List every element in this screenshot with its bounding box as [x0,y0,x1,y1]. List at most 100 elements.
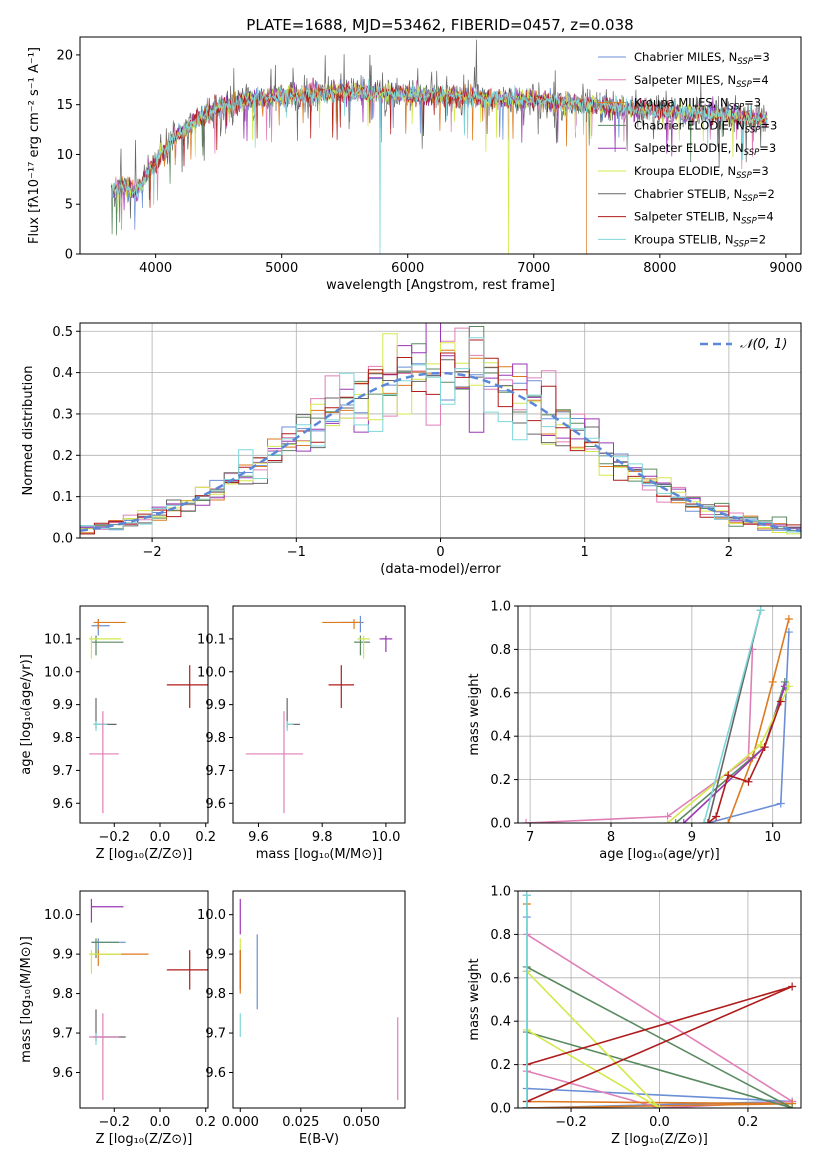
plot-area [245,615,393,814]
x-tick-label: 4000 [139,261,172,276]
legend-entry-text: Chabrier STELIB, N [634,187,742,201]
errorbar-point [245,711,304,814]
legend-entry: Salpeter STELIB, NSSP=4 [634,210,774,227]
y-tick-label: 9.9 [205,698,226,713]
plus-marker [768,677,777,686]
legend-entry-count: =3 [752,164,769,178]
errorbar-point [89,950,122,974]
errorbar-point [357,635,370,659]
plus-marker [744,777,753,786]
legend-entry: Chabrier MILES, NSSP=3 [634,50,770,67]
legend-entry-subscript: SSP [734,239,750,249]
x-tick-label: 0.2 [195,1115,216,1130]
y-tick-label: 0.4 [490,1015,511,1030]
x-axis-label: wavelength [Angstrom, rest frame] [326,278,555,293]
age-vs-metallicity-panel: −0.2 0.0 0.2 9.6 9.7 9.8 9.9 10.0 10.1 Z [log₁₀(Z… [19,605,216,862]
errorbar-point [91,938,119,959]
y-tick-label: 9.9 [205,948,226,963]
errorbar-point [379,635,393,653]
y-axis-label: Flux [fλ10⁻¹⁷ erg cm⁻² s⁻¹ A⁻¹] [27,47,42,244]
x-tick-label: 8 [607,830,615,845]
plot-area [522,891,797,1108]
legend-entry-count: =3 [744,96,761,110]
spectrum-line-kroupa-stelib [111,78,768,254]
plot-area [111,39,768,254]
legend-entry-count: =3 [753,50,770,64]
x-tick-label: 0.0 [649,1115,670,1130]
y-tick-label: 0.0 [52,532,73,547]
plus-marker [655,1104,664,1108]
legend-entry-text: Kroupa STELIB, N [634,232,734,246]
y-tick-label: 0.2 [52,449,73,464]
y-tick-label: 10.0 [197,665,226,680]
y-tick-label: 9.6 [52,797,73,812]
legend-entry-count: =2 [749,232,766,246]
errorbar-point [93,698,117,728]
plus-marker [776,799,785,808]
y-tick-label: 9.7 [205,1027,226,1042]
x-axis-label: Z [log₁₀(Z/Z⊙)] [611,1132,708,1147]
legend-entry-text: Chabrier MILES, N [634,50,737,64]
legend-entry: Kroupa STELIB, NSSP=2 [634,232,766,249]
legend-entry-subscript: SSP [742,194,758,204]
x-tick-label: 0.2 [195,830,216,845]
x-tick-label: 6000 [391,261,424,276]
x-tick-label: 7 [526,830,534,845]
y-tick-label: 5 [65,198,73,213]
y-tick-label: 9.8 [205,987,226,1002]
y-tick-label: 9.6 [52,1066,73,1081]
legend-entry-text: Chabrier ELODIE, N [634,118,745,132]
y-tick-label: 10.0 [44,665,73,680]
axes-frame [232,605,406,824]
legend-entry-subscript: SSP [745,125,761,135]
errorbar-point [166,950,208,990]
legend-entry: Chabrier STELIB, NSSP=2 [634,187,775,204]
x-tick-label: 5000 [265,261,298,276]
y-tick-label: 0 [65,248,73,263]
mass-weight-line-salpeter-stelib [707,701,782,823]
errorbar-point [89,1013,119,1101]
plus-marker [699,819,708,823]
errorbar-point [286,721,294,731]
plot-area [239,898,399,1101]
x-axis-label: age [log₁₀(age/yr)] [599,847,720,862]
y-tick-label: 1.0 [490,600,511,615]
y-tick-label: 9.7 [52,764,73,779]
y-tick-label: 0.3 [52,407,73,422]
plus-marker [756,606,765,615]
y-tick-label: 0.8 [490,643,511,658]
x-tick-label: 9.8 [312,830,333,845]
y-tick-label: 20 [56,48,73,63]
y-tick-label: 0.6 [490,971,511,986]
y-tick-label: 1.0 [490,885,511,900]
plot-area [522,606,793,823]
plus-marker [760,743,769,752]
histogram-salpeter-elodie [80,323,801,529]
axes-frame [232,890,406,1109]
mass-vs-extinction-panel: 0.000 0.025 0.050 9.6 9.7 9.8 9.9 10.0 E(B-V) [197,890,406,1147]
errorbar-point [90,898,124,923]
x-tick-label: −0.2 [98,1115,130,1130]
legend-entry-text: Salpeter MILES, N [634,73,736,87]
errorbar-point [286,698,300,728]
plus-marker [724,819,733,823]
y-tick-label: 10.1 [44,632,73,647]
legend-entry-count: =4 [752,73,769,87]
y-axis-label: Normed distribution [21,366,36,496]
y-tick-label: 9.8 [52,731,73,746]
y-tick-label: 0.8 [490,928,511,943]
y-tick-label: 0.0 [490,1102,511,1117]
errorbar-point [166,665,208,708]
y-tick-label: 9.9 [52,948,73,963]
histogram-kroupa-stelib [80,337,801,533]
residuals-panel: −2 −1 0 1 2 0.0 0.1 0.2 0.3 0.4 0.5 (data-model)/er… [21,322,802,577]
plus-marker [776,697,785,706]
x-axis-label: (data-model)/error [380,562,501,577]
plus-marker [522,1104,531,1108]
x-tick-label: −0.2 [555,1115,587,1130]
y-tick-label: 10.1 [197,632,226,647]
plus-marker [756,740,765,749]
plus-marker [788,982,797,991]
